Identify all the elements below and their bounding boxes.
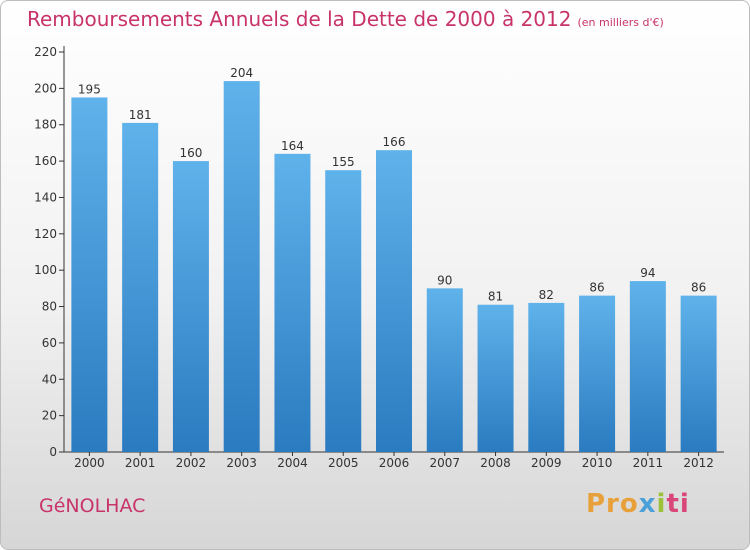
y-tick-label: 20 [42,409,57,423]
x-tick-label-2004: 2004 [277,456,308,470]
data-label-2008: 81 [488,290,503,304]
logo-part-4: ti [666,489,690,519]
x-tick-label-2002: 2002 [176,456,207,470]
proxiti-logo: Proxiti [586,489,690,519]
x-tick-label-2001: 2001 [125,456,156,470]
data-label-2009: 82 [539,288,554,302]
bar-2011 [629,281,666,452]
x-tick-label-2005: 2005 [328,456,359,470]
bar-2005 [325,170,362,452]
y-tick-label: 0 [49,445,57,459]
bar-2010 [579,295,616,452]
bar-2007 [426,288,463,452]
bar-2006 [376,150,412,452]
x-tick-label-2012: 2012 [683,456,714,470]
y-tick-label: 160 [34,154,57,168]
y-tick-label: 80 [42,300,57,314]
bar-2000 [71,97,108,453]
bar-2003 [223,81,260,452]
data-label-2005: 155 [332,155,355,169]
x-tick-label-2007: 2007 [429,456,460,470]
y-tick-label: 220 [34,45,57,59]
data-label-2010: 86 [589,281,604,295]
x-tick-label-2010: 2010 [582,456,613,470]
data-label-2011: 94 [640,266,655,280]
chart-title: Remboursements Annuels de la Dette de 20… [27,7,664,31]
x-tick-label-2008: 2008 [480,456,511,470]
bar-2001 [122,122,159,452]
bars-group [71,81,717,453]
y-tick-label: 100 [34,263,57,277]
data-label-2012: 86 [691,281,706,295]
data-label-2001: 181 [129,108,152,122]
data-labels-group: 195 181 160 204 164 155 166 90 81 82 86 94 86 [78,66,706,304]
data-label-2002: 160 [179,146,202,160]
chart-subtitle: (en milliers d'€) [577,16,664,29]
y-tick-label: 120 [34,227,57,241]
x-tick-label-2009: 2009 [531,456,562,470]
bar-2009 [528,302,565,452]
data-label-2004: 164 [281,139,304,153]
x-axis: 2000 2001 2002 2003 2004 2005 2006 2007 2008 2009… [64,451,724,470]
x-tick-label-2003: 2003 [226,456,257,470]
x-tick-label-2006: 2006 [379,456,410,470]
y-tick-label: 140 [34,190,57,204]
y-tick-label: 60 [42,336,57,350]
y-tick-label: 180 [34,118,57,132]
logo-part-3: i [656,489,667,519]
y-tick-label: 40 [42,372,57,386]
bar-2012 [680,295,717,452]
town-name: GéNOLHAC [39,495,146,517]
chart-title-text: Remboursements Annuels de la Dette de 20… [27,7,572,31]
y-axis: 0 20 40 60 80 100 120 140 160 180 200 220 [34,45,65,459]
logo-part-1: Pro [586,489,639,519]
bar-2008 [477,304,514,452]
bar-2002 [172,161,209,452]
y-tick-label: 200 [34,81,57,95]
logo-part-2: x [638,489,657,519]
data-label-2003: 204 [230,66,253,80]
x-tick-label-2011: 2011 [633,456,664,470]
bar-2004 [274,153,311,452]
data-label-2006: 166 [383,135,406,149]
data-label-2007: 90 [437,273,452,287]
data-label-2000: 195 [78,82,101,96]
x-tick-label-2000: 2000 [74,456,105,470]
